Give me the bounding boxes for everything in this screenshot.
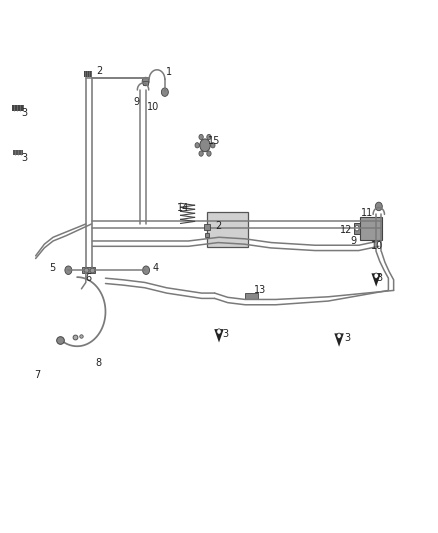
Bar [207,212,248,247]
Circle shape [217,329,221,334]
Text: 5: 5 [49,263,55,273]
Text: 3: 3 [344,333,350,343]
Circle shape [199,134,203,140]
Text: 15: 15 [208,135,220,146]
Circle shape [355,225,359,231]
Circle shape [337,333,341,338]
Circle shape [375,202,382,211]
Text: 3: 3 [377,273,383,283]
Bar [84,71,92,77]
Text: 13: 13 [254,286,267,295]
Circle shape [195,143,199,148]
Circle shape [199,151,203,156]
Circle shape [207,134,211,140]
Circle shape [65,266,72,274]
Bar [82,267,95,273]
Bar [12,105,24,111]
Polygon shape [334,333,344,347]
Circle shape [143,266,150,274]
Text: 11: 11 [361,208,374,219]
Text: 9: 9 [350,236,357,246]
Circle shape [200,139,210,152]
Text: 6: 6 [85,273,91,283]
Text: 4: 4 [152,263,159,273]
Text: 3: 3 [223,329,229,339]
Circle shape [161,88,168,96]
Text: 9: 9 [133,96,139,107]
Circle shape [207,151,211,156]
Text: 10: 10 [147,102,159,112]
Text: 3: 3 [21,108,28,118]
Polygon shape [371,273,381,287]
Text: 1: 1 [166,68,172,77]
Circle shape [374,273,378,278]
Text: 2: 2 [215,221,221,231]
Bar [360,216,382,240]
Bar [354,223,360,233]
Text: 2: 2 [96,66,102,76]
Bar [144,82,148,85]
Text: 7: 7 [35,370,41,381]
Text: 3: 3 [21,152,28,163]
Circle shape [142,77,149,86]
Polygon shape [214,329,224,343]
Text: 8: 8 [96,358,102,368]
Text: 14: 14 [177,203,189,213]
Text: 10: 10 [371,241,383,251]
Bar [13,150,23,155]
Text: 12: 12 [340,225,353,236]
Bar [245,293,258,299]
Circle shape [211,143,215,148]
